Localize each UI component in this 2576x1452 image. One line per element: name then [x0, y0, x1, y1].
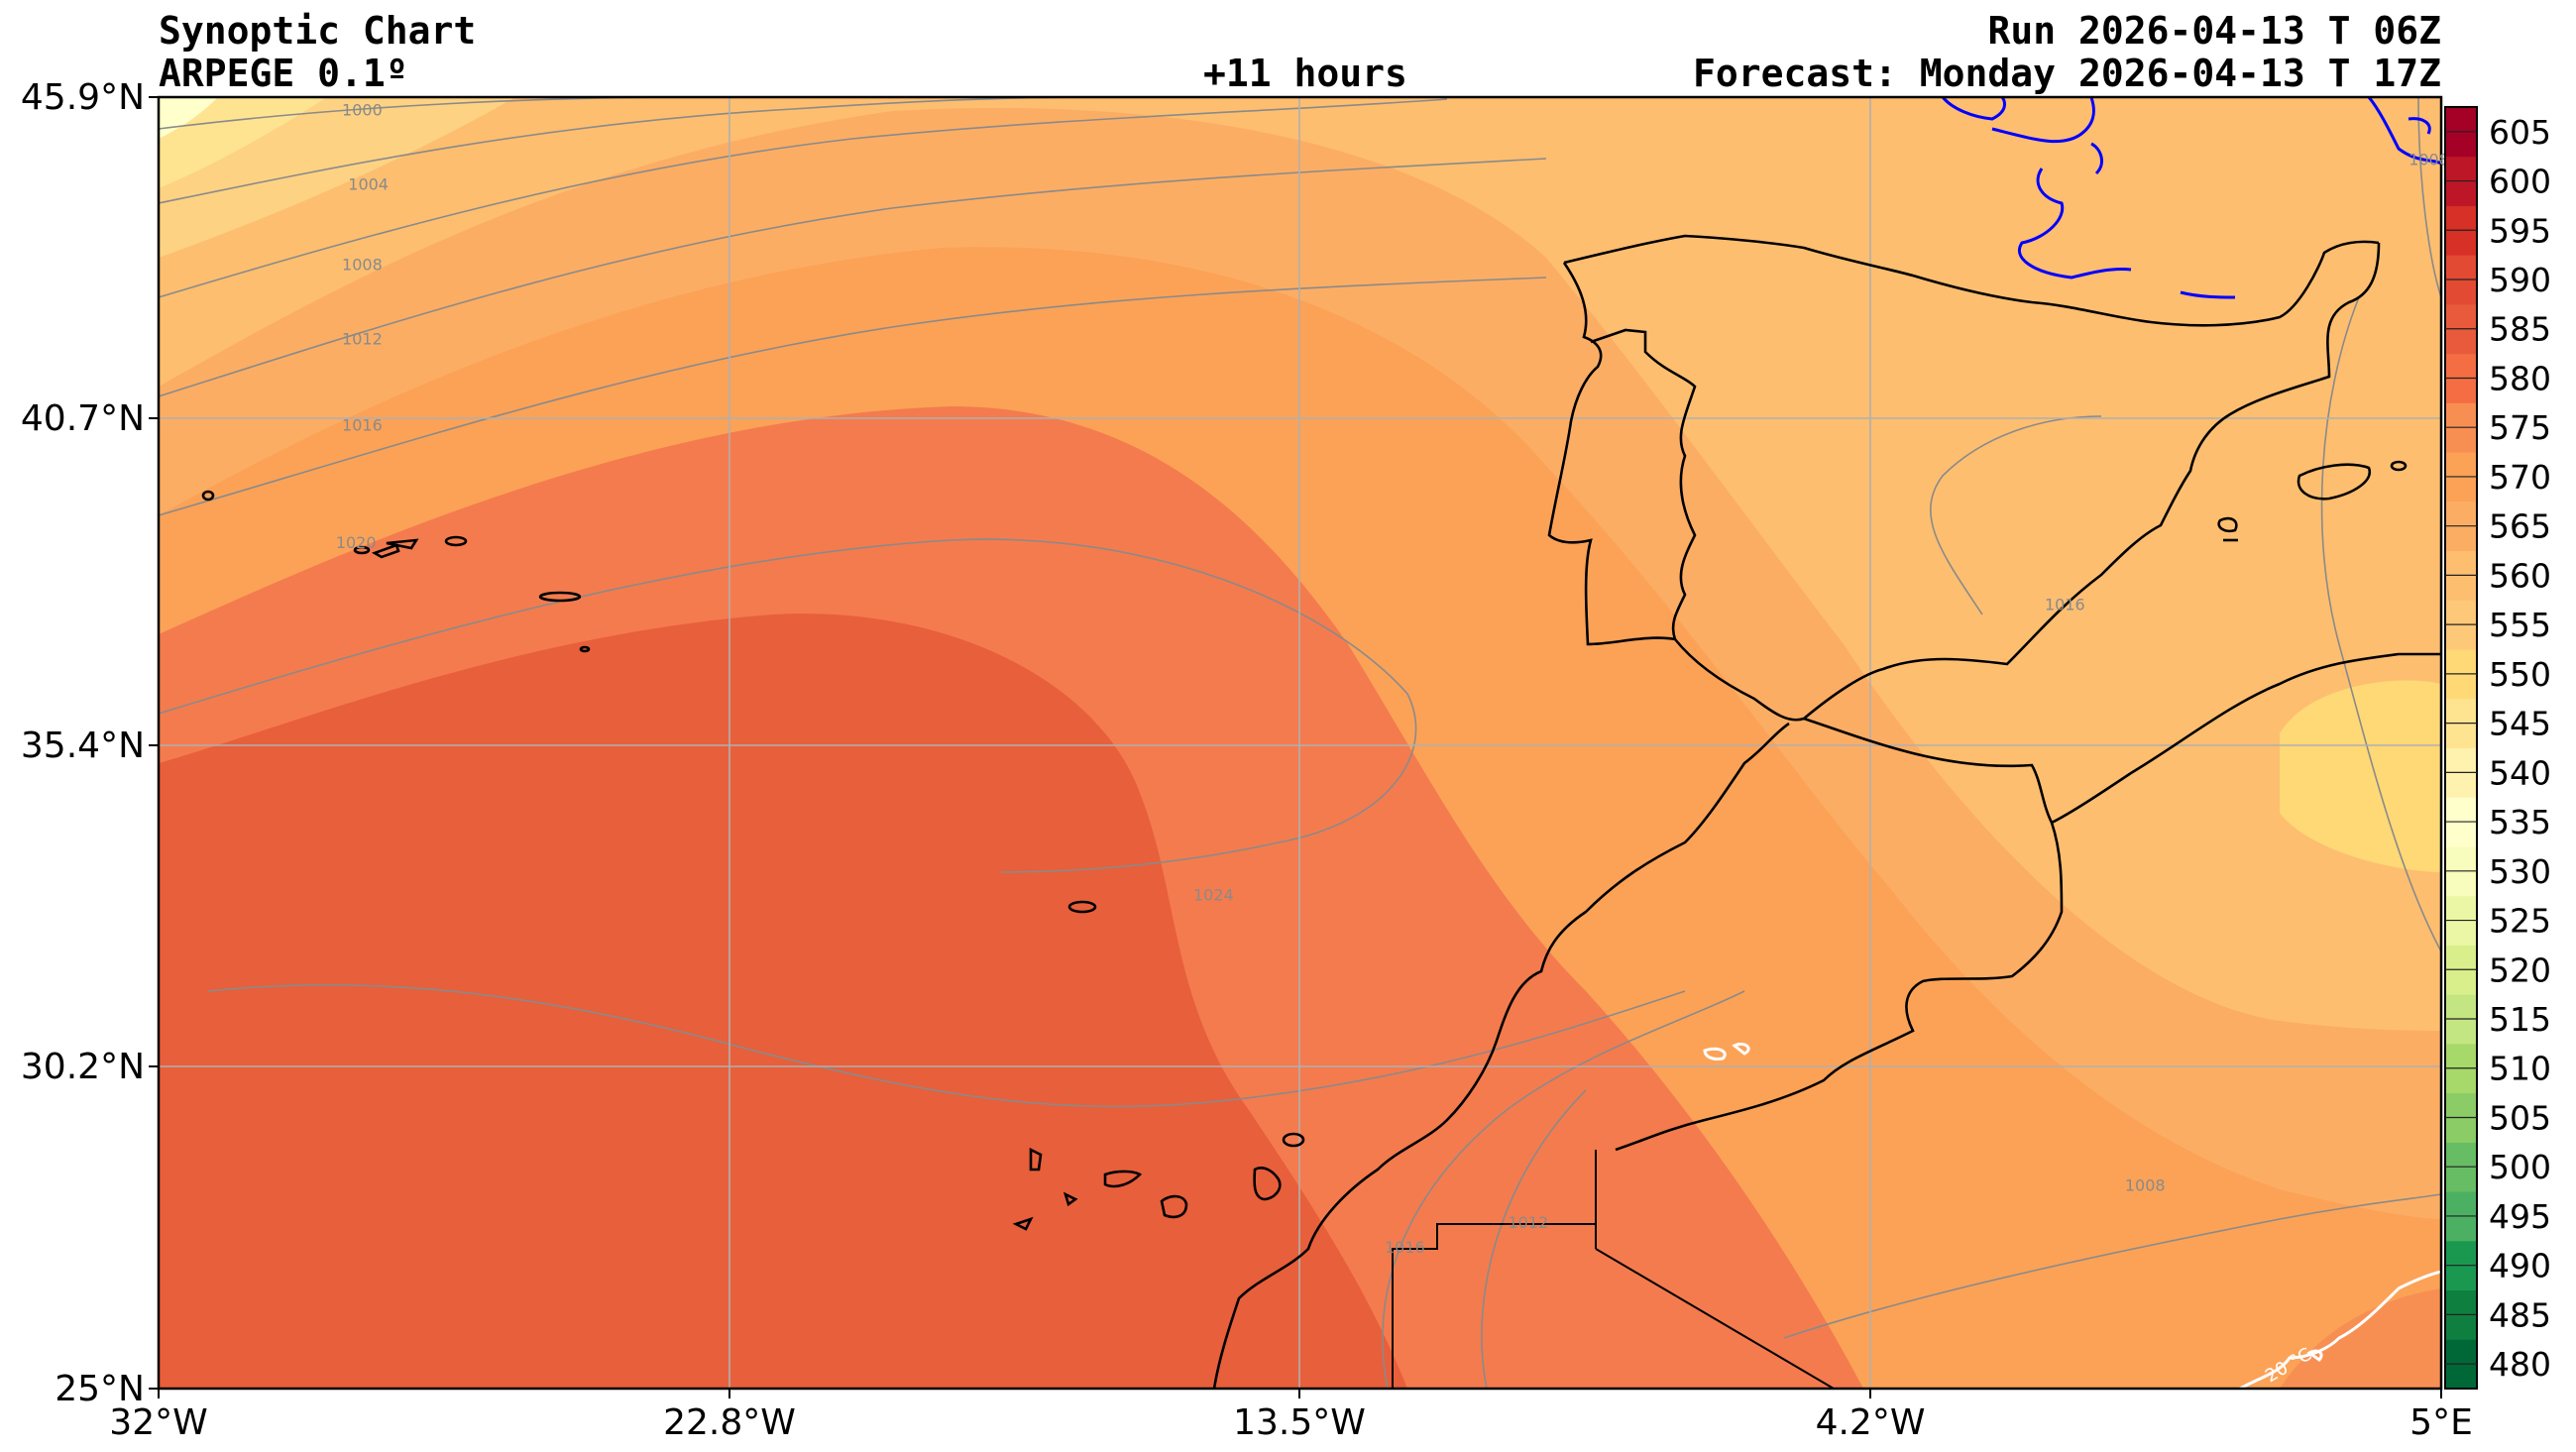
- run-label: Run 2026-04-13 T 06Z: [1987, 9, 2441, 53]
- colorbar-label: 605: [2489, 113, 2551, 152]
- colorbar-label: 595: [2489, 211, 2551, 250]
- isobar-label: 1012: [342, 329, 383, 348]
- isobar-label: 1016: [1385, 1238, 1425, 1257]
- isobar-label: 1024: [1193, 885, 1234, 904]
- colorbar-label: 530: [2489, 852, 2551, 891]
- colorbar-label: 575: [2489, 408, 2551, 447]
- lead-time-label: +11 hours: [1203, 52, 1407, 95]
- colorbar-label: 525: [2489, 902, 2551, 941]
- colorbar-label: 585: [2489, 310, 2551, 349]
- colorbar-label: 485: [2489, 1295, 2551, 1334]
- colorbar-label: 490: [2489, 1247, 2551, 1285]
- colorbar-label: 550: [2489, 655, 2551, 694]
- chart-title: Synoptic Chart: [159, 9, 477, 53]
- colorbar-label: 515: [2489, 1000, 2551, 1039]
- colorbar-label: 480: [2489, 1345, 2551, 1384]
- lat-tick-label: 40.7°N: [21, 398, 145, 439]
- colorbar-label: 535: [2489, 803, 2551, 841]
- isobar-label: 1008: [2408, 151, 2449, 169]
- lon-tick-label: 22.8°W: [663, 1402, 796, 1443]
- lat-tick-label: 45.9°N: [21, 77, 145, 118]
- colorbar-label: 580: [2489, 359, 2551, 397]
- colorbar-label: 520: [2489, 950, 2551, 989]
- lon-tick-label: 5°E: [2409, 1402, 2473, 1443]
- longitude-ticks: 32°W 22.8°W 13.5°W 4.2°W 5°E: [109, 1389, 2473, 1443]
- isobar-label: 1008: [2125, 1175, 2166, 1194]
- lat-tick-label: 25°N: [55, 1369, 145, 1409]
- isobar-labels: 1000 1004 1008 1012 1016 1020 1024 1016 1012 1016…: [336, 101, 2449, 1257]
- colorbar-label: 565: [2489, 507, 2551, 546]
- colorbar-label: 560: [2489, 556, 2551, 595]
- isobar-label: 1000: [342, 101, 383, 120]
- isobar-label: 1016: [342, 416, 383, 435]
- twenty-degree-isotherm: [1703, 1042, 2441, 1389]
- colorbar-label: 505: [2489, 1098, 2551, 1137]
- colorbar-label: 570: [2489, 458, 2551, 497]
- lat-tick-label: 30.2°N: [21, 1047, 145, 1087]
- model-label: ARPEGE 0.1º: [159, 52, 408, 95]
- isobar-label: 1016: [2045, 595, 2085, 614]
- colorbar-label: 600: [2489, 163, 2551, 201]
- colorbar-label: 555: [2489, 606, 2551, 644]
- colorbar-frame: [2444, 105, 2478, 1391]
- isobar-label: 1020: [336, 533, 377, 552]
- lon-tick-label: 4.2°W: [1816, 1402, 1926, 1443]
- colorbar: 480 485 490 495 500 505 510 515 520 525 530 535 540 5…: [2444, 105, 2551, 1391]
- latitude-ticks: 45.9°N 40.7°N 35.4°N 30.2°N 25°N: [21, 77, 159, 1409]
- colorbar-label: 495: [2489, 1197, 2551, 1236]
- lon-tick-label: 13.5°W: [1233, 1402, 1366, 1443]
- colorbar-label: 500: [2489, 1148, 2551, 1186]
- colorbar-label: 545: [2489, 705, 2551, 743]
- colorbar-label: 540: [2489, 753, 2551, 792]
- forecast-label: Forecast: Monday 2026-04-13 T 17Z: [1693, 52, 2441, 95]
- colorbar-label: 510: [2489, 1050, 2551, 1088]
- isobar-label: 1008: [342, 256, 383, 275]
- grid-lines: [159, 97, 2441, 1389]
- coastlines: [201, 234, 2441, 1389]
- lat-tick-label: 35.4°N: [21, 726, 145, 766]
- colorbar-label: 590: [2489, 261, 2551, 299]
- isobar-label: 1004: [348, 175, 389, 194]
- isobar-label: 1012: [1508, 1213, 1548, 1232]
- isobars: [159, 97, 2441, 1389]
- lon-tick-label: 32°W: [109, 1402, 207, 1443]
- zero-degree-isotherm: [1941, 97, 2441, 299]
